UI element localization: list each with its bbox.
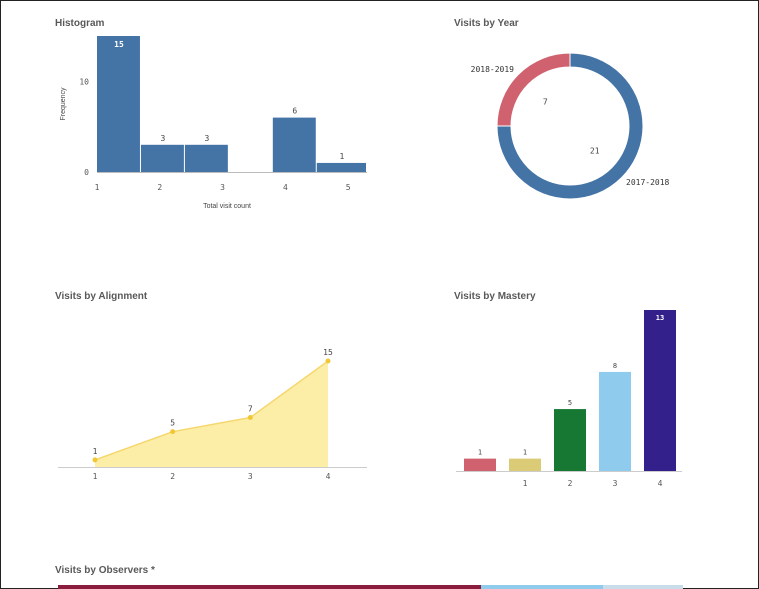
alignment-point-label: 15 [323,348,333,357]
observers-bar [58,585,481,589]
mastery-bar-label: 5 [568,399,572,407]
histogram-x-tick: 5 [346,183,351,192]
donut-slice-value: 21 [590,147,600,156]
alignment-point [325,358,331,364]
donut-slice [496,52,644,200]
histogram-x-tick: 4 [283,183,288,192]
mastery-bar [644,310,676,471]
mastery-x-tick: 1 [523,479,528,488]
histogram-bar-label: 3 [204,134,209,143]
histogram-bar [272,117,316,172]
alignment-point [170,429,176,435]
alignment-x-tick: 2 [170,472,175,481]
histogram-y-tick: 10 [79,77,89,86]
histogram-title: Histogram [55,18,105,29]
histogram-x-tick: 3 [220,183,225,192]
histogram-bar [97,36,140,172]
visits-by-year-title: Visits by Year [454,18,519,29]
alignment-x-tick: 4 [326,472,331,481]
visits-by-alignment-title: Visits by Alignment [55,291,148,302]
donut-slice-label: 2017-2018 [626,178,670,187]
alignment-x-tick: 3 [248,472,253,481]
mastery-bar-label: 1 [523,449,527,457]
mastery-x-tick: 2 [568,479,573,488]
mastery-bar-label: 1 [478,449,482,457]
alignment-line [94,360,329,461]
alignment-point-label: 7 [248,405,253,414]
mastery-bar-label: 8 [613,362,617,370]
histogram-x-tick: 2 [157,183,162,192]
alignment-point-label: 1 [93,447,98,456]
histogram-bar [316,162,366,172]
mastery-bar [509,458,541,471]
mastery-bar [464,458,496,471]
histogram-bar [184,144,228,172]
mastery-bar-label: 13 [656,314,664,322]
histogram-bar-label: 3 [161,134,166,143]
alignment-point [92,457,98,463]
mastery-x-tick: 4 [658,479,663,488]
alignment-point [247,415,253,421]
alignment-x-tick: 1 [93,472,98,481]
alignment-point-label: 5 [170,419,175,428]
visits-by-mastery-title: Visits by Mastery [454,291,536,302]
visits-by-observers-title: Visits by Observers * [55,565,155,576]
histogram-bar-label: 15 [114,40,124,49]
histogram-y-tick: 0 [84,168,89,177]
observers-bar [603,585,683,589]
histogram-bar-label: 6 [292,107,297,116]
alignment-area-fill [95,361,328,467]
histogram-bar [140,144,184,172]
histogram-y-axis-label: Frequency [60,87,67,121]
observers-bar [481,585,603,589]
histogram-x-tick: 1 [95,183,100,192]
donut-slice [496,52,571,127]
mastery-bar [599,371,631,471]
mastery-x-tick: 3 [613,479,618,488]
donut-slice-value: 7 [543,97,548,106]
mastery-bar [554,409,586,471]
histogram-x-axis-label: Total visit count [203,203,251,210]
donut-slice-label: 2018-2019 [471,65,515,74]
histogram-bar-label: 1 [339,152,344,161]
